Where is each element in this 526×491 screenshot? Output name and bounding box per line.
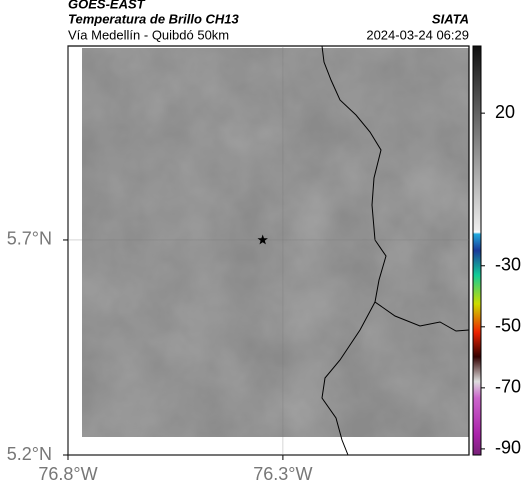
product: Temperatura de Brillo CH13: [68, 11, 240, 26]
station-marker: [257, 234, 268, 245]
colorbar-tick-label: -90: [495, 438, 521, 458]
colorbar: [472, 45, 482, 456]
lon-tick-label: 76.8°W: [38, 464, 97, 484]
colorbar-tick-label: -50: [495, 316, 521, 336]
datetime: 2024-03-24 06:29: [366, 27, 469, 42]
border: [321, 301, 376, 455]
map-image: [82, 46, 469, 455]
colorbar-tick-label: -30: [495, 255, 521, 275]
cloud-texture: [82, 48, 469, 437]
satellite: GOES-EAST: [68, 0, 146, 11]
colorbar-tick-label: 20: [495, 102, 515, 122]
region: Vía Medellín - Quibdó 50km: [68, 27, 229, 42]
lat-tick-label: 5.2°N: [7, 444, 52, 464]
source: SIATA: [432, 11, 469, 26]
colorbar-tick-label: -70: [495, 377, 521, 397]
lon-tick-label: 76.3°W: [253, 464, 312, 484]
border: [321, 46, 469, 332]
lat-tick-label: 5.7°N: [7, 229, 52, 249]
